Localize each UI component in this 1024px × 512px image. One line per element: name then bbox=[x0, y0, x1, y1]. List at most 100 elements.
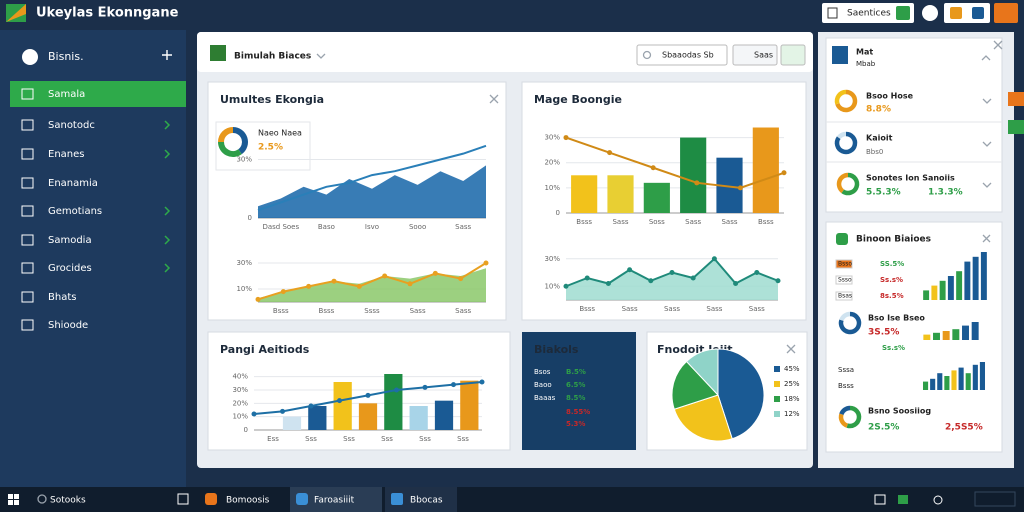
bar bbox=[971, 322, 979, 340]
user-name: Mat bbox=[856, 48, 873, 57]
point bbox=[711, 256, 717, 262]
toolbar-icon-e[interactable] bbox=[994, 3, 1018, 23]
point bbox=[356, 283, 362, 289]
donut-segment bbox=[846, 405, 862, 429]
list-value: 8.8% bbox=[866, 105, 891, 115]
y-tick-label: 30% bbox=[232, 386, 248, 394]
point bbox=[308, 403, 314, 409]
y-tick-label: 30% bbox=[236, 156, 252, 164]
pie-label: 18% bbox=[784, 395, 800, 403]
sidebar-add[interactable] bbox=[162, 50, 172, 60]
tray-icon[interactable] bbox=[933, 495, 943, 505]
nav-item[interactable]: Sanotodc bbox=[48, 120, 95, 131]
taskbar-app[interactable]: Bbocas bbox=[410, 496, 443, 506]
x-tick-label: Bsss bbox=[758, 218, 774, 226]
x-tick-label: Bsss bbox=[273, 307, 289, 315]
edge-tab bbox=[1008, 120, 1024, 134]
taskbar-app[interactable]: Faroasiiit bbox=[314, 496, 355, 506]
tray-icon[interactable] bbox=[874, 494, 886, 505]
card-close[interactable] bbox=[982, 234, 991, 243]
card-close[interactable] bbox=[993, 40, 1003, 50]
x-tick-label: Ess bbox=[267, 435, 279, 443]
bar bbox=[923, 290, 930, 300]
list-value: 1.3.3% bbox=[928, 188, 963, 198]
pie-slice bbox=[717, 348, 765, 440]
main-refresh[interactable] bbox=[780, 44, 806, 66]
bar bbox=[944, 376, 950, 390]
pie-slice bbox=[671, 360, 719, 410]
panel-title: Pangi Aeitiods bbox=[220, 343, 310, 356]
main-button[interactable] bbox=[732, 44, 778, 66]
y-tick-label: 0 bbox=[556, 209, 560, 217]
row-label: Bsas bbox=[838, 293, 852, 300]
main-dropdown[interactable] bbox=[316, 53, 326, 59]
donut-segment bbox=[834, 89, 847, 105]
start-button[interactable] bbox=[8, 494, 19, 505]
point bbox=[605, 281, 611, 286]
panel-title: Umultes Ekongia bbox=[220, 93, 324, 106]
list-chevron[interactable] bbox=[982, 141, 992, 147]
legend-swatch bbox=[774, 396, 780, 402]
sidebar-logo bbox=[22, 49, 38, 65]
taskbar-search[interactable]: Sotooks bbox=[50, 496, 86, 506]
nav-item[interactable]: Gemotians bbox=[48, 206, 102, 217]
stats-value: 2S.5% bbox=[868, 423, 899, 433]
bar bbox=[752, 127, 779, 213]
card-collapse[interactable] bbox=[981, 55, 991, 61]
panel-close[interactable] bbox=[786, 344, 796, 354]
toolbar-icon-b[interactable] bbox=[922, 5, 938, 21]
nav-item[interactable]: Enanamia bbox=[48, 178, 98, 189]
nav-item[interactable]: Bhats bbox=[48, 292, 76, 303]
pie-slice bbox=[685, 348, 719, 397]
x-tick-label: Ssss bbox=[364, 307, 380, 315]
stats-icon bbox=[836, 233, 848, 245]
nav-chevron bbox=[164, 120, 171, 130]
bar bbox=[358, 403, 378, 430]
point bbox=[251, 411, 257, 417]
bar bbox=[680, 137, 707, 213]
row-label: Ssso bbox=[838, 277, 852, 284]
y-tick-label: 10% bbox=[544, 282, 560, 290]
toolbar-button[interactable] bbox=[822, 3, 914, 23]
donut-segment bbox=[841, 172, 860, 196]
area bbox=[566, 258, 778, 300]
point bbox=[627, 267, 633, 273]
bar bbox=[965, 373, 971, 390]
list-chevron[interactable] bbox=[982, 182, 992, 188]
bar bbox=[434, 400, 454, 430]
bar bbox=[922, 381, 929, 390]
taskbar bbox=[0, 487, 1024, 512]
search-icon[interactable] bbox=[37, 494, 47, 504]
point bbox=[648, 278, 654, 284]
pie-label: 12% bbox=[784, 410, 800, 418]
list-label: Bsoo Hose bbox=[866, 92, 914, 101]
nav-item[interactable]: Samala bbox=[48, 89, 85, 100]
nav-item[interactable]: Shioode bbox=[48, 320, 88, 331]
dark-panel bbox=[522, 332, 636, 450]
nav-item[interactable]: Grocides bbox=[48, 263, 92, 274]
task-view[interactable] bbox=[177, 493, 189, 505]
stats-label: Sssa bbox=[838, 366, 854, 374]
taskbar-app[interactable]: Bomoosis bbox=[226, 496, 270, 506]
list-value: Bbs0 bbox=[866, 148, 883, 156]
nav-chevron bbox=[164, 206, 171, 216]
point bbox=[650, 165, 656, 171]
tray-icon[interactable] bbox=[898, 495, 908, 504]
row-label: Baoo bbox=[534, 381, 552, 389]
list-chevron[interactable] bbox=[982, 98, 992, 104]
panel-close[interactable] bbox=[489, 94, 499, 104]
edge-tab bbox=[1008, 92, 1024, 106]
nav-item[interactable]: Samodia bbox=[48, 235, 92, 246]
row-label: Bsos bbox=[534, 368, 551, 376]
bar bbox=[947, 276, 954, 300]
x-tick-label: Baso bbox=[318, 223, 335, 231]
point bbox=[479, 379, 485, 385]
search-box[interactable] bbox=[636, 44, 728, 66]
toolbar-check[interactable] bbox=[896, 6, 910, 20]
y-tick-label: 0 bbox=[248, 214, 252, 222]
x-tick-label: Sss bbox=[457, 435, 469, 443]
bar bbox=[333, 382, 352, 430]
bar bbox=[460, 380, 479, 430]
nav-icon bbox=[21, 119, 34, 131]
nav-item[interactable]: Enanes bbox=[48, 149, 84, 160]
